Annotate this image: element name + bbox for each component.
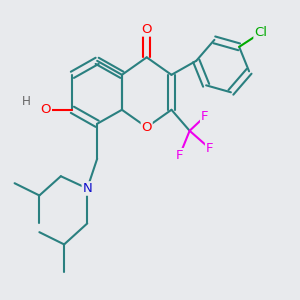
Text: F: F xyxy=(206,142,213,155)
Text: F: F xyxy=(176,149,184,162)
Text: O: O xyxy=(141,23,152,36)
Text: O: O xyxy=(41,103,51,116)
Text: Cl: Cl xyxy=(254,26,267,39)
Text: N: N xyxy=(82,182,92,195)
Text: H: H xyxy=(22,94,31,107)
Text: F: F xyxy=(201,110,208,123)
Text: O: O xyxy=(141,121,152,134)
